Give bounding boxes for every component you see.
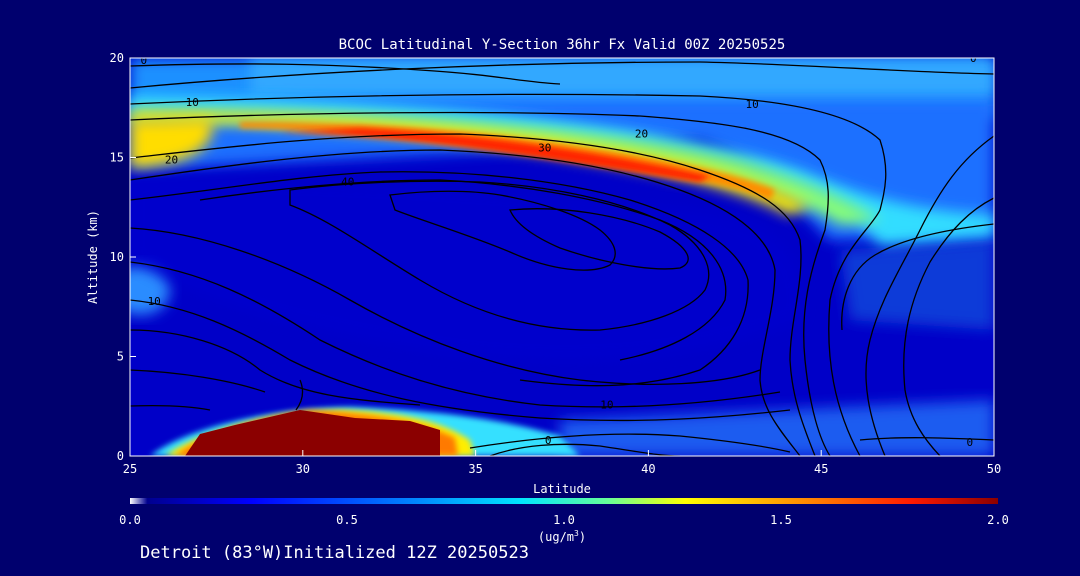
contour-label: 10 <box>745 98 758 111</box>
contour-line <box>469 433 791 453</box>
contour-line <box>295 379 304 411</box>
contour-label: 0 <box>970 52 977 65</box>
plot-area: 0 10 10 20 20 30 40 0 0 0 10 10 <box>130 52 994 456</box>
contour-line <box>859 437 994 441</box>
contour-line <box>130 149 801 456</box>
contour-line <box>130 329 421 406</box>
x-tick-label: 40 <box>641 462 655 476</box>
contour-line <box>130 369 266 393</box>
upper-layer-fill-light <box>250 58 994 98</box>
contour-label: 40 <box>341 175 354 188</box>
colorbar-ticks: 0.0 0.5 1.0 1.5 2.0 <box>119 513 1009 527</box>
colorbar-tick-label: 2.0 <box>987 513 1009 527</box>
contour-label: 20 <box>165 153 178 166</box>
contour-label: 20 <box>635 128 648 141</box>
contour-line <box>130 93 887 456</box>
lower-layer-fill <box>560 400 994 456</box>
contour-line <box>130 299 791 422</box>
contour-label: 10 <box>148 295 161 308</box>
chart-title: BCOC Latitudinal Y-Section 36hr Fx Valid… <box>339 37 786 53</box>
contour-lines <box>130 61 994 456</box>
contour-label: 0 <box>545 434 552 447</box>
contour-label: 0 <box>966 436 973 449</box>
contour-label: 10 <box>186 96 199 109</box>
colorbar-tick-label: 1.5 <box>770 513 792 527</box>
contour-line <box>841 223 994 331</box>
contour-line <box>489 443 681 456</box>
x-axis-label: Latitude <box>533 482 591 496</box>
contour-line <box>389 190 616 271</box>
left-patch-fill <box>130 265 170 315</box>
surface-max-fill <box>185 410 440 456</box>
contour-line <box>130 227 761 385</box>
colorbar: 0.0 0.5 1.0 1.5 2.0 (ug/m3) <box>119 498 1009 544</box>
plume-cyan <box>130 95 994 245</box>
contour-label: 30 <box>538 142 551 155</box>
x-tick-label: 50 <box>987 462 1001 476</box>
y-tick-label: 15 <box>110 151 124 165</box>
contour-line <box>130 63 561 85</box>
upper-dark-core <box>130 179 802 360</box>
y-axis-label: Altitude (km) <box>86 210 100 304</box>
x-tick-label: 30 <box>296 462 310 476</box>
contour-line <box>130 133 816 456</box>
contour-line <box>130 111 831 456</box>
y-tick-label: 5 <box>117 350 124 364</box>
colorbar-tick-label: 0.5 <box>336 513 358 527</box>
colorbar-gradient <box>130 498 998 504</box>
plume-orange <box>240 122 775 200</box>
y-tick-label: 0 <box>117 449 124 463</box>
x-tick-label: 45 <box>814 462 828 476</box>
footer-caption: Detroit (83°W)Initialized 12Z 20250523 <box>140 543 529 563</box>
colorbar-tick-label: 1.0 <box>553 513 575 527</box>
colorbar-tick-label: 0.0 <box>119 513 141 527</box>
contour-line <box>289 180 710 331</box>
x-tick-label: 25 <box>123 462 137 476</box>
y-tick-label: 20 <box>110 51 124 65</box>
contour-line <box>199 179 727 361</box>
contour-labels: 0 10 10 20 20 30 40 0 0 0 10 10 <box>141 52 977 449</box>
contour-label: 10 <box>600 398 613 411</box>
contour-line <box>130 261 781 408</box>
contour-line <box>130 171 749 387</box>
y-axis: 0 5 10 15 20 <box>110 51 136 463</box>
plume-red <box>280 128 710 182</box>
right-dark-core <box>840 240 994 330</box>
colorbar-unit: (ug/m3) <box>538 529 586 544</box>
contour-line <box>509 208 689 270</box>
x-axis: 25 30 35 40 45 50 <box>123 450 1001 476</box>
contour-line <box>903 197 994 456</box>
x-tick-label: 35 <box>468 462 482 476</box>
contour-line <box>130 404 211 411</box>
contour-label: 0 <box>141 54 148 67</box>
y-tick-label: 10 <box>110 250 124 264</box>
contour-line <box>130 61 994 89</box>
contour-line <box>865 135 994 456</box>
